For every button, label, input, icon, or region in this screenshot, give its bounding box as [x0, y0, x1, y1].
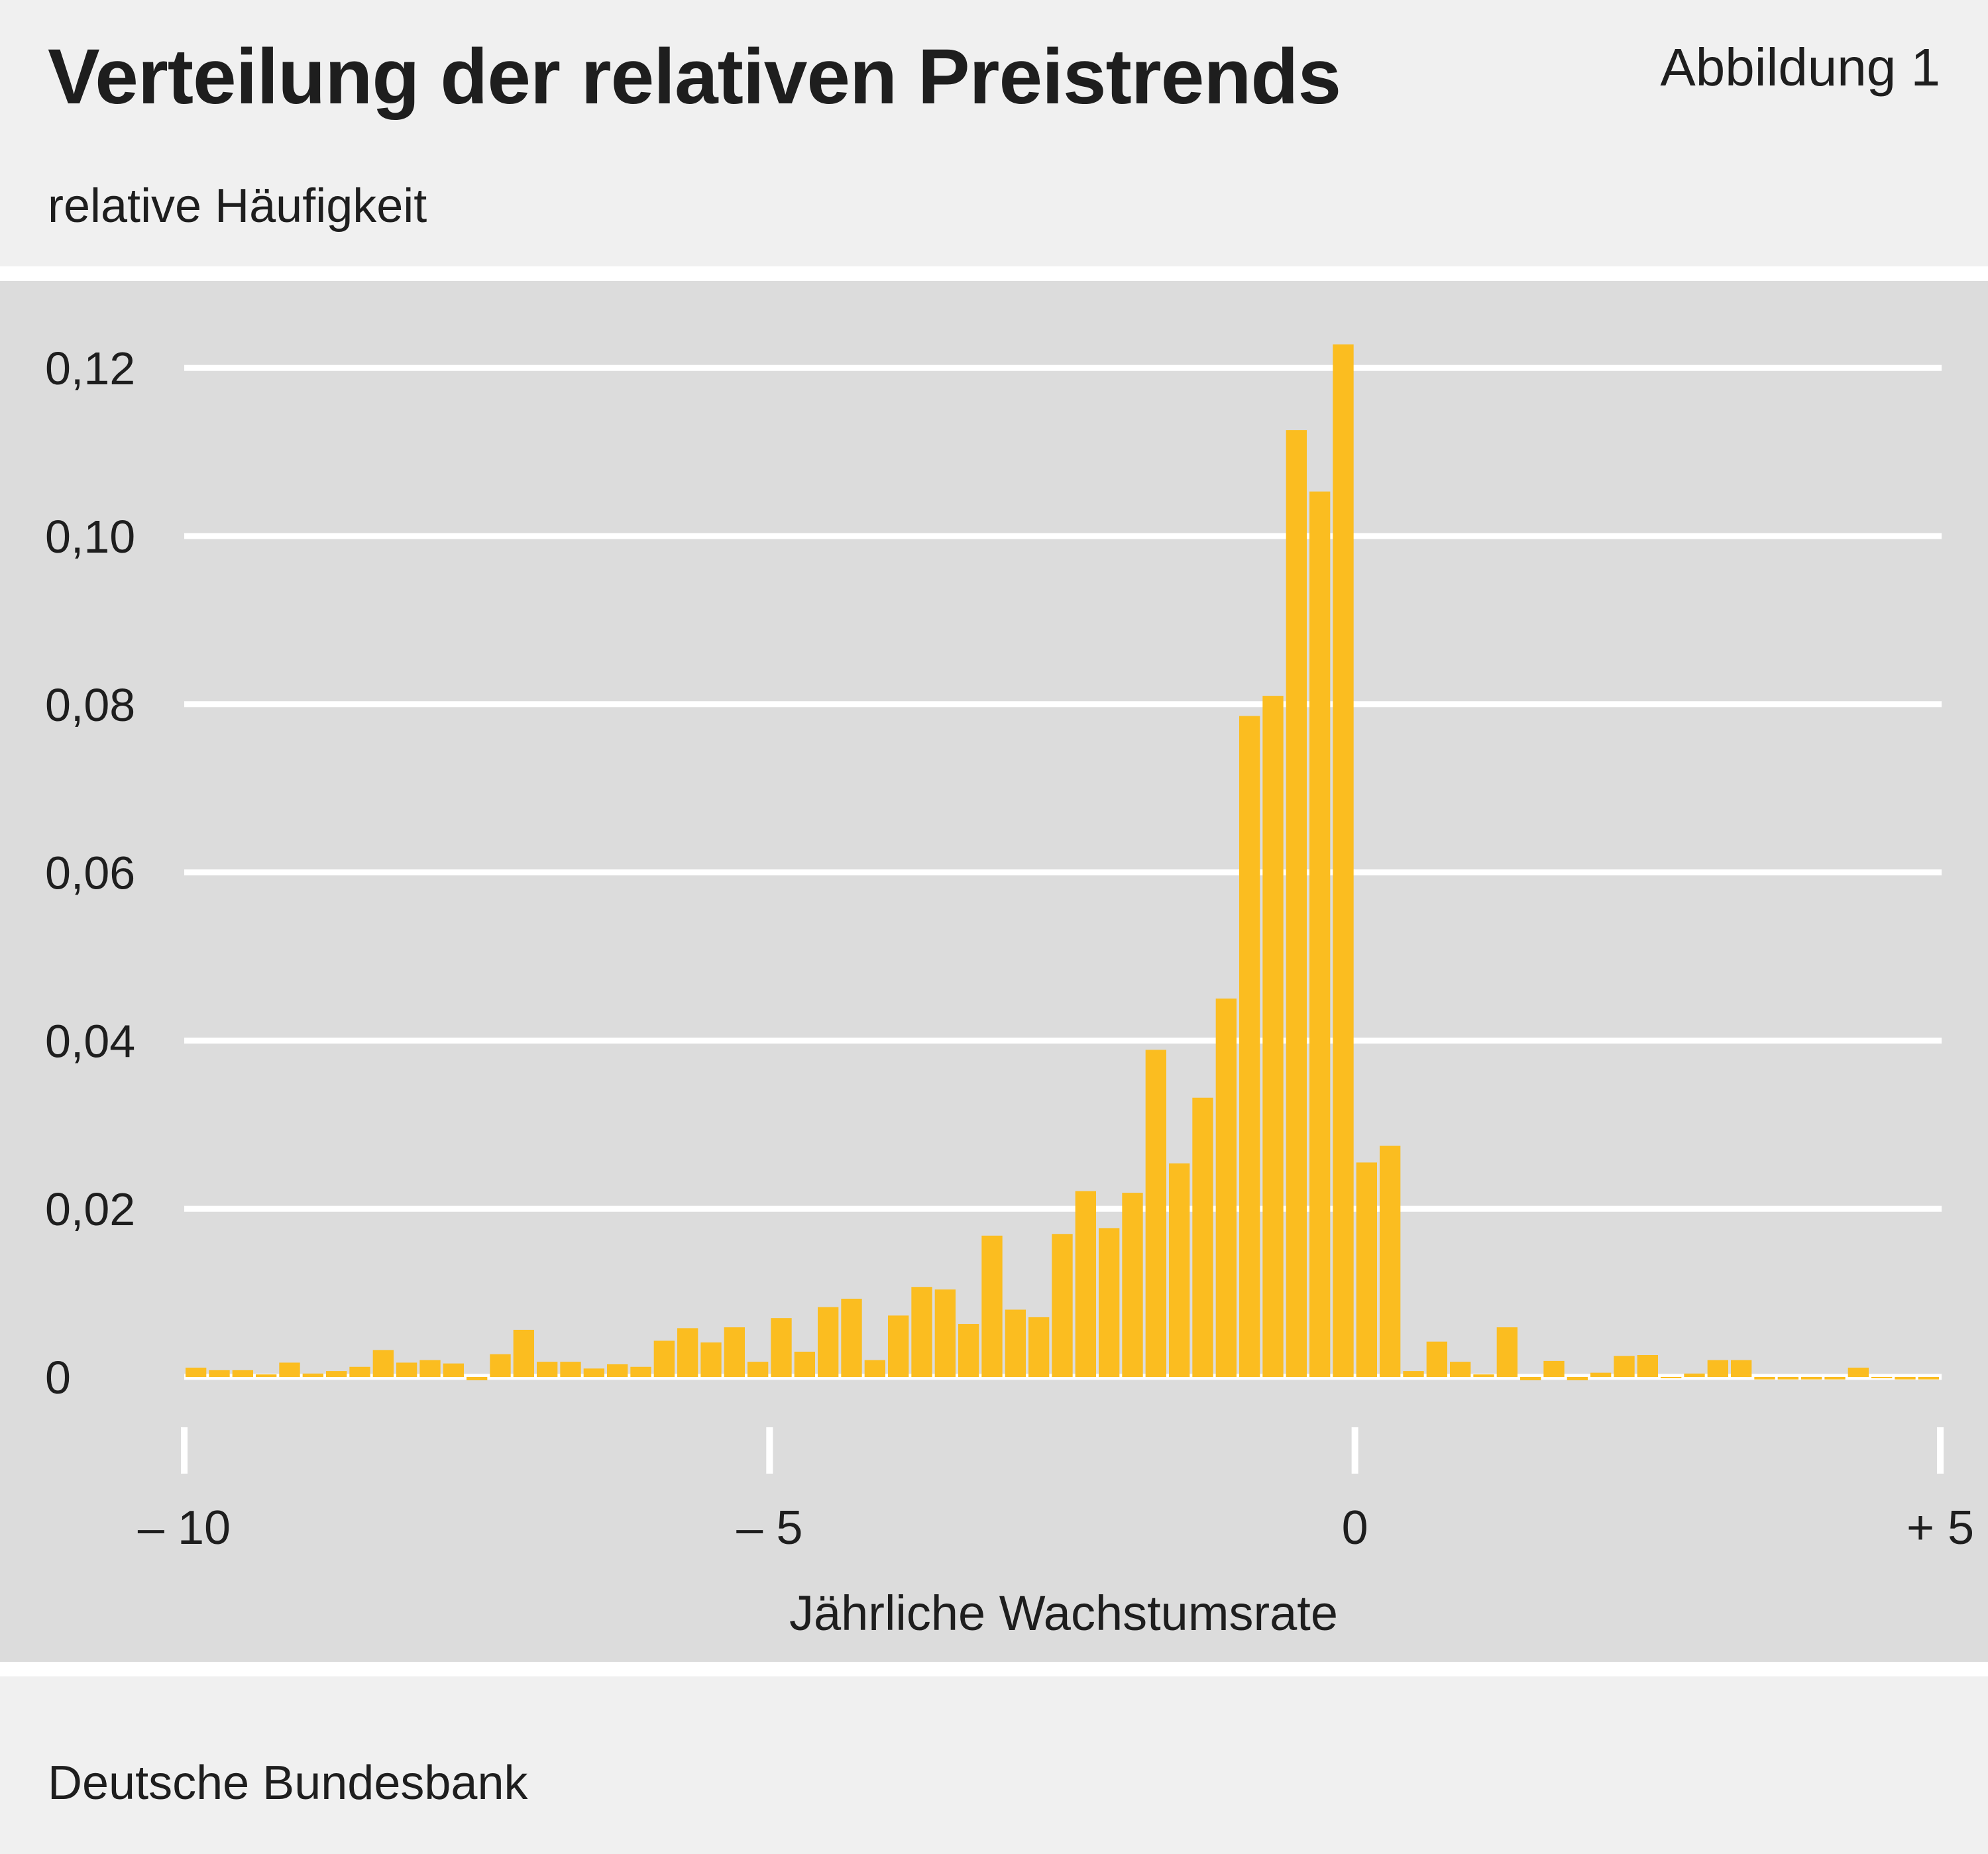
histogram-bar: [1192, 1097, 1213, 1377]
histogram-bar: [186, 1368, 207, 1377]
y-tick-label: 0: [45, 1352, 71, 1403]
histogram-bar: [513, 1329, 534, 1377]
histogram-bar: [1661, 1377, 1682, 1378]
histogram-bar: [1239, 716, 1260, 1377]
figure-label: Abbildung 1: [1660, 38, 1940, 97]
top-separator: [0, 266, 1988, 281]
histogram-bar: [1099, 1228, 1120, 1377]
histogram-bar: [864, 1360, 885, 1377]
histogram-bar: [724, 1327, 745, 1377]
histogram-bar: [1333, 344, 1354, 1377]
histogram-bar: [981, 1235, 1003, 1377]
histogram-bar: [1380, 1146, 1401, 1377]
x-tick-label: 0: [1342, 1501, 1368, 1554]
histogram-bar: [1614, 1356, 1635, 1377]
histogram-bar: [630, 1366, 651, 1377]
x-axis-title: Jährliche Wachstumsrate: [789, 1586, 1338, 1641]
histogram-bar: [1801, 1377, 1822, 1380]
histogram-bar: [1309, 491, 1331, 1377]
histogram-bar: [467, 1377, 488, 1381]
histogram-bar: [372, 1350, 394, 1377]
histogram-bar: [1286, 430, 1307, 1378]
x-tick-label: – 10: [138, 1501, 231, 1554]
histogram-bar: [771, 1318, 792, 1377]
histogram-bar: [1028, 1317, 1050, 1377]
histogram-bar: [1450, 1362, 1471, 1377]
histogram-bar: [232, 1370, 253, 1377]
histogram-bar: [1848, 1368, 1869, 1377]
histogram-bar: [653, 1340, 675, 1377]
histogram-bar: [1520, 1377, 1541, 1381]
y-axis-unit-label: relative Häufigkeit: [48, 180, 427, 233]
histogram-bar: [1122, 1193, 1143, 1377]
chart-title: Verteilung der relativen Preistrends: [48, 33, 1341, 121]
histogram-bar: [1824, 1377, 1846, 1380]
histogram-bar: [677, 1328, 698, 1377]
histogram-bar: [607, 1364, 628, 1377]
y-tick-label: 0,06: [45, 847, 135, 899]
histogram-bar: [1075, 1191, 1096, 1377]
histogram-bar: [443, 1363, 464, 1377]
source-label: Deutsche Bundesbank: [48, 1757, 528, 1810]
plot-area: 0 0,02 0,04 0,06 0,08 0,10 0,12 – 10 – 5 0 + 5 Jähr…: [0, 281, 1988, 1662]
histogram-bar: [1871, 1377, 1893, 1378]
histogram-bar: [1169, 1163, 1190, 1377]
histogram-bar: [1145, 1050, 1166, 1377]
x-tick-label: + 5: [1906, 1501, 1974, 1554]
histogram-bar: [1731, 1360, 1752, 1377]
histogram-bar: [1543, 1360, 1565, 1377]
histogram-bar: [1403, 1371, 1424, 1377]
histogram-bar: [958, 1324, 979, 1377]
histogram-bar: [1005, 1309, 1026, 1377]
y-tick-label: 0,02: [45, 1183, 135, 1235]
histogram-bar: [934, 1289, 956, 1377]
histogram-bar: [1707, 1360, 1728, 1377]
y-tick-label: 0,12: [45, 343, 135, 394]
histogram-bar: [419, 1360, 441, 1377]
histogram-bar: [911, 1287, 932, 1377]
histogram-bar: [1426, 1341, 1447, 1377]
histogram-bar: [209, 1370, 230, 1377]
y-tick-label: 0,04: [45, 1015, 135, 1067]
histogram-bar: [1496, 1327, 1518, 1377]
histogram-bar: [1473, 1374, 1494, 1377]
histogram-bar: [1918, 1377, 1939, 1380]
histogram-bar: [537, 1362, 558, 1377]
histogram-bar: [1777, 1377, 1798, 1380]
histogram-bar: [1567, 1377, 1588, 1381]
histogram-bar: [1895, 1377, 1916, 1380]
histogram-bar: [1590, 1372, 1612, 1377]
y-tick-label: 0,08: [45, 679, 135, 731]
histogram-bar: [888, 1315, 909, 1377]
histogram-bar: [1052, 1234, 1073, 1377]
histogram-bar: [1637, 1355, 1658, 1377]
histogram-bar: [349, 1366, 370, 1377]
histogram-chart: 0 0,02 0,04 0,06 0,08 0,10 0,12 – 10 – 5 0 + 5 Jähr…: [45, 343, 1974, 1641]
histogram-bar: [256, 1374, 277, 1377]
histogram-bar: [818, 1307, 839, 1377]
histogram-bar: [1754, 1377, 1775, 1380]
histogram-bar: [583, 1368, 604, 1377]
histogram-bar: [1356, 1162, 1377, 1377]
histogram-bar: [841, 1298, 862, 1377]
histogram-bar: [1262, 696, 1284, 1377]
histogram-bar: [1684, 1373, 1705, 1377]
y-tick-label: 0,10: [45, 511, 135, 563]
bottom-separator: [0, 1662, 1988, 1676]
histogram-bar: [396, 1362, 417, 1377]
histogram-bar: [560, 1362, 581, 1377]
histogram-bar: [700, 1342, 722, 1377]
histogram-bar: [794, 1351, 815, 1377]
histogram-bar: [302, 1373, 323, 1377]
histogram-bar: [279, 1362, 300, 1377]
histogram-bar: [490, 1354, 511, 1377]
histogram-bar: [326, 1371, 347, 1377]
histogram-bar: [1215, 998, 1237, 1377]
histogram-bar: [747, 1362, 769, 1377]
x-tick-label: – 5: [736, 1501, 802, 1554]
